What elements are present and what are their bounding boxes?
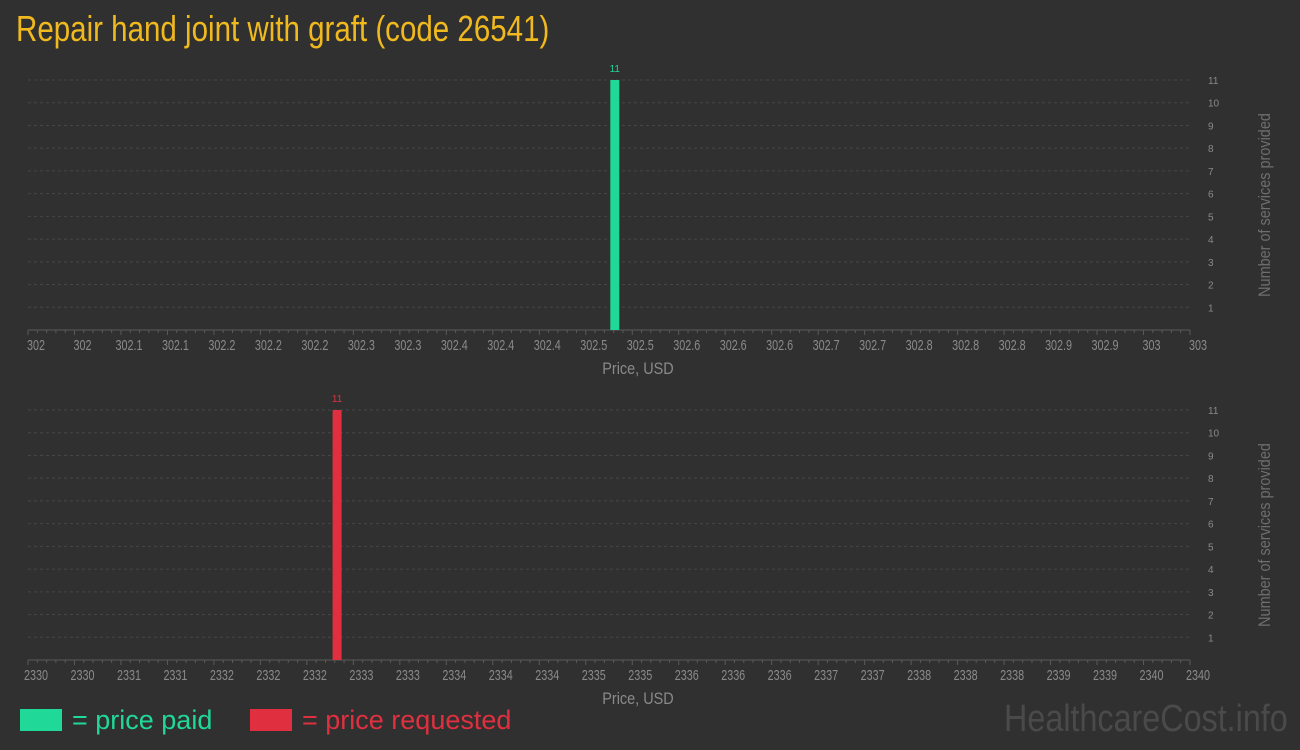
y-tick-label: 2 <box>1208 281 1214 292</box>
y-tick-label: 1 <box>1208 633 1214 644</box>
x-tick-label: 2336 <box>768 666 792 683</box>
x-tick-label: 302.7 <box>859 336 886 353</box>
y-tick-label: 9 <box>1208 121 1214 132</box>
bar <box>610 80 620 330</box>
x-tick-label: 2333 <box>349 666 373 683</box>
x-tick-label: 302 <box>27 336 45 353</box>
legend-item-paid: = price paid <box>20 704 212 736</box>
x-tick-label: 302 <box>73 336 91 353</box>
bar-value-label: 11 <box>332 394 343 405</box>
y-tick-label: 9 <box>1208 451 1214 462</box>
x-tick-label: 302.5 <box>627 336 654 353</box>
legend-swatch-requested <box>250 709 292 731</box>
x-tick-label: 2340 <box>1186 666 1210 683</box>
y-tick-label: 10 <box>1208 429 1220 440</box>
x-tick-label: 2336 <box>721 666 745 683</box>
x-tick-label: 302.8 <box>999 336 1026 353</box>
x-tick-label: 2335 <box>582 666 606 683</box>
x-tick-label: 302.7 <box>813 336 840 353</box>
x-tick-label: 2331 <box>117 666 141 683</box>
y-tick-label: 4 <box>1208 565 1214 576</box>
x-tick-label: 2336 <box>675 666 699 683</box>
x-tick-label: 302.8 <box>906 336 933 353</box>
y-tick-label: 1 <box>1208 303 1214 314</box>
x-tick-label: 2339 <box>1093 666 1117 683</box>
x-tick-label: 302.8 <box>952 336 979 353</box>
x-tick-label: 302.5 <box>580 336 607 353</box>
x-tick-label: 302.4 <box>441 336 468 353</box>
x-tick-label: 302.6 <box>720 336 747 353</box>
x-tick-label: 302.6 <box>766 336 793 353</box>
x-tick-label: 2334 <box>535 666 559 683</box>
x-tick-label: 2334 <box>489 666 513 683</box>
x-tick-label: 302.9 <box>1045 336 1072 353</box>
y-tick-label: 3 <box>1208 258 1214 269</box>
y-tick-label: 8 <box>1208 144 1214 155</box>
x-tick-label: 302.3 <box>348 336 375 353</box>
x-tick-label: 302.1 <box>162 336 189 353</box>
x-tick-label: 2333 <box>396 666 420 683</box>
legend-swatch-paid <box>20 709 62 731</box>
x-tick-label: 302.2 <box>208 336 235 353</box>
x-tick-label: 2338 <box>1000 666 1024 683</box>
x-tick-label: 2338 <box>907 666 931 683</box>
x-tick-label: 2332 <box>210 666 234 683</box>
y-axis-title: Number of services provided <box>1256 443 1274 627</box>
x-tick-label: 2332 <box>256 666 280 683</box>
x-tick-label: 2337 <box>861 666 885 683</box>
x-tick-label: 2330 <box>24 666 48 683</box>
y-tick-label: 6 <box>1208 190 1214 201</box>
x-axis-title: Price, USD <box>602 690 673 708</box>
y-tick-label: 8 <box>1208 474 1214 485</box>
y-tick-label: 7 <box>1208 167 1214 178</box>
y-tick-label: 11 <box>1208 76 1219 87</box>
y-tick-label: 5 <box>1208 212 1214 223</box>
x-tick-label: 2337 <box>814 666 838 683</box>
y-tick-label: 10 <box>1208 99 1220 110</box>
x-tick-label: 2340 <box>1140 666 1164 683</box>
legend-label-paid: = price paid <box>72 704 213 735</box>
x-tick-label: 2338 <box>954 666 978 683</box>
x-tick-label: 2335 <box>628 666 652 683</box>
bar <box>332 410 342 660</box>
legend-label-requested: = price requested <box>302 704 512 735</box>
x-tick-label: 302.2 <box>301 336 328 353</box>
y-tick-label: 2 <box>1208 611 1214 622</box>
y-tick-label: 6 <box>1208 520 1214 531</box>
x-tick-label: 302.2 <box>255 336 282 353</box>
x-tick-label: 303 <box>1143 336 1161 353</box>
x-tick-label: 302.3 <box>394 336 421 353</box>
x-tick-label: 2331 <box>163 666 187 683</box>
y-tick-label: 7 <box>1208 497 1214 508</box>
x-tick-label: 2334 <box>442 666 466 683</box>
legend-item-requested: = price requested <box>250 704 511 736</box>
x-tick-label: 2339 <box>1047 666 1071 683</box>
x-tick-label: 302.4 <box>487 336 514 353</box>
x-tick-label: 302.6 <box>673 336 700 353</box>
bar-value-label: 11 <box>610 64 621 75</box>
x-tick-label: 302.9 <box>1092 336 1119 353</box>
x-tick-label: 302.1 <box>115 336 142 353</box>
page-title: Repair hand joint with graft (code 26541… <box>16 8 550 49</box>
y-tick-label: 5 <box>1208 542 1214 553</box>
x-tick-label: 2330 <box>70 666 94 683</box>
x-tick-label: 302.4 <box>534 336 561 353</box>
y-tick-label: 11 <box>1208 406 1219 417</box>
x-axis-title: Price, USD <box>602 360 673 378</box>
y-axis-title: Number of services provided <box>1256 113 1274 297</box>
x-tick-label: 303 <box>1189 336 1207 353</box>
y-tick-label: 4 <box>1208 235 1214 246</box>
y-tick-label: 3 <box>1208 588 1214 599</box>
brand-watermark: HealthcareCost.info <box>1004 698 1288 740</box>
x-tick-label: 2332 <box>303 666 327 683</box>
